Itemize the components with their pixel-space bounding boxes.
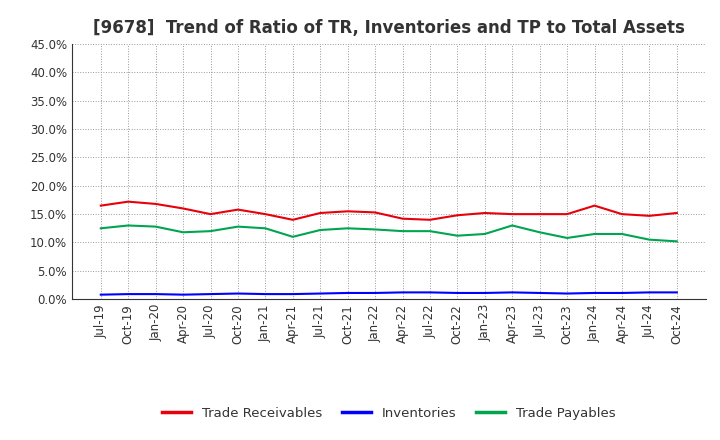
Trade Payables bbox=[480, 231, 489, 237]
Trade Payables bbox=[672, 239, 681, 244]
Trade Receivables bbox=[151, 201, 160, 206]
Trade Receivables bbox=[233, 207, 242, 212]
Trade Payables bbox=[453, 233, 462, 238]
Trade Payables bbox=[398, 228, 407, 234]
Trade Receivables bbox=[398, 216, 407, 221]
Inventories bbox=[563, 291, 572, 296]
Trade Payables bbox=[343, 226, 352, 231]
Trade Payables bbox=[563, 235, 572, 241]
Inventories bbox=[233, 291, 242, 296]
Inventories bbox=[261, 291, 270, 297]
Inventories bbox=[124, 291, 132, 297]
Trade Receivables bbox=[480, 210, 489, 216]
Trade Payables bbox=[618, 231, 626, 237]
Trade Receivables bbox=[96, 203, 105, 208]
Trade Payables bbox=[124, 223, 132, 228]
Inventories bbox=[371, 290, 379, 296]
Inventories bbox=[508, 290, 516, 295]
Trade Payables bbox=[371, 227, 379, 232]
Trade Receivables bbox=[590, 203, 599, 208]
Trade Payables bbox=[536, 230, 544, 235]
Trade Payables bbox=[645, 237, 654, 242]
Trade Receivables bbox=[426, 217, 434, 223]
Trade Payables bbox=[590, 231, 599, 237]
Trade Payables bbox=[508, 223, 516, 228]
Inventories bbox=[343, 290, 352, 296]
Trade Payables bbox=[289, 234, 297, 239]
Trade Receivables bbox=[316, 210, 325, 216]
Trade Payables bbox=[151, 224, 160, 229]
Trade Receivables bbox=[645, 213, 654, 219]
Trade Payables bbox=[316, 227, 325, 233]
Inventories bbox=[426, 290, 434, 295]
Trade Receivables bbox=[618, 212, 626, 217]
Trade Payables bbox=[261, 226, 270, 231]
Line: Trade Receivables: Trade Receivables bbox=[101, 202, 677, 220]
Trade Payables bbox=[206, 228, 215, 234]
Trade Payables bbox=[179, 230, 187, 235]
Trade Payables bbox=[426, 228, 434, 234]
Inventories bbox=[536, 290, 544, 296]
Inventories bbox=[316, 291, 325, 296]
Trade Receivables bbox=[453, 213, 462, 218]
Inventories bbox=[645, 290, 654, 295]
Line: Inventories: Inventories bbox=[101, 293, 677, 295]
Trade Receivables bbox=[508, 212, 516, 217]
Trade Receivables bbox=[371, 210, 379, 215]
Inventories bbox=[206, 291, 215, 297]
Inventories bbox=[590, 290, 599, 296]
Inventories bbox=[398, 290, 407, 295]
Line: Trade Payables: Trade Payables bbox=[101, 225, 677, 242]
Trade Receivables bbox=[261, 212, 270, 217]
Trade Receivables bbox=[124, 199, 132, 204]
Trade Receivables bbox=[206, 212, 215, 217]
Trade Receivables bbox=[672, 210, 681, 216]
Inventories bbox=[453, 290, 462, 296]
Trade Receivables bbox=[343, 209, 352, 214]
Title: [9678]  Trend of Ratio of TR, Inventories and TP to Total Assets: [9678] Trend of Ratio of TR, Inventories… bbox=[93, 19, 685, 37]
Inventories bbox=[289, 291, 297, 297]
Trade Payables bbox=[96, 226, 105, 231]
Trade Receivables bbox=[289, 217, 297, 223]
Trade Receivables bbox=[179, 206, 187, 211]
Trade Receivables bbox=[563, 212, 572, 217]
Inventories bbox=[151, 291, 160, 297]
Trade Receivables bbox=[536, 212, 544, 217]
Legend: Trade Receivables, Inventories, Trade Payables: Trade Receivables, Inventories, Trade Pa… bbox=[157, 402, 621, 425]
Inventories bbox=[672, 290, 681, 295]
Inventories bbox=[618, 290, 626, 296]
Inventories bbox=[480, 290, 489, 296]
Trade Payables bbox=[233, 224, 242, 229]
Inventories bbox=[96, 292, 105, 297]
Inventories bbox=[179, 292, 187, 297]
